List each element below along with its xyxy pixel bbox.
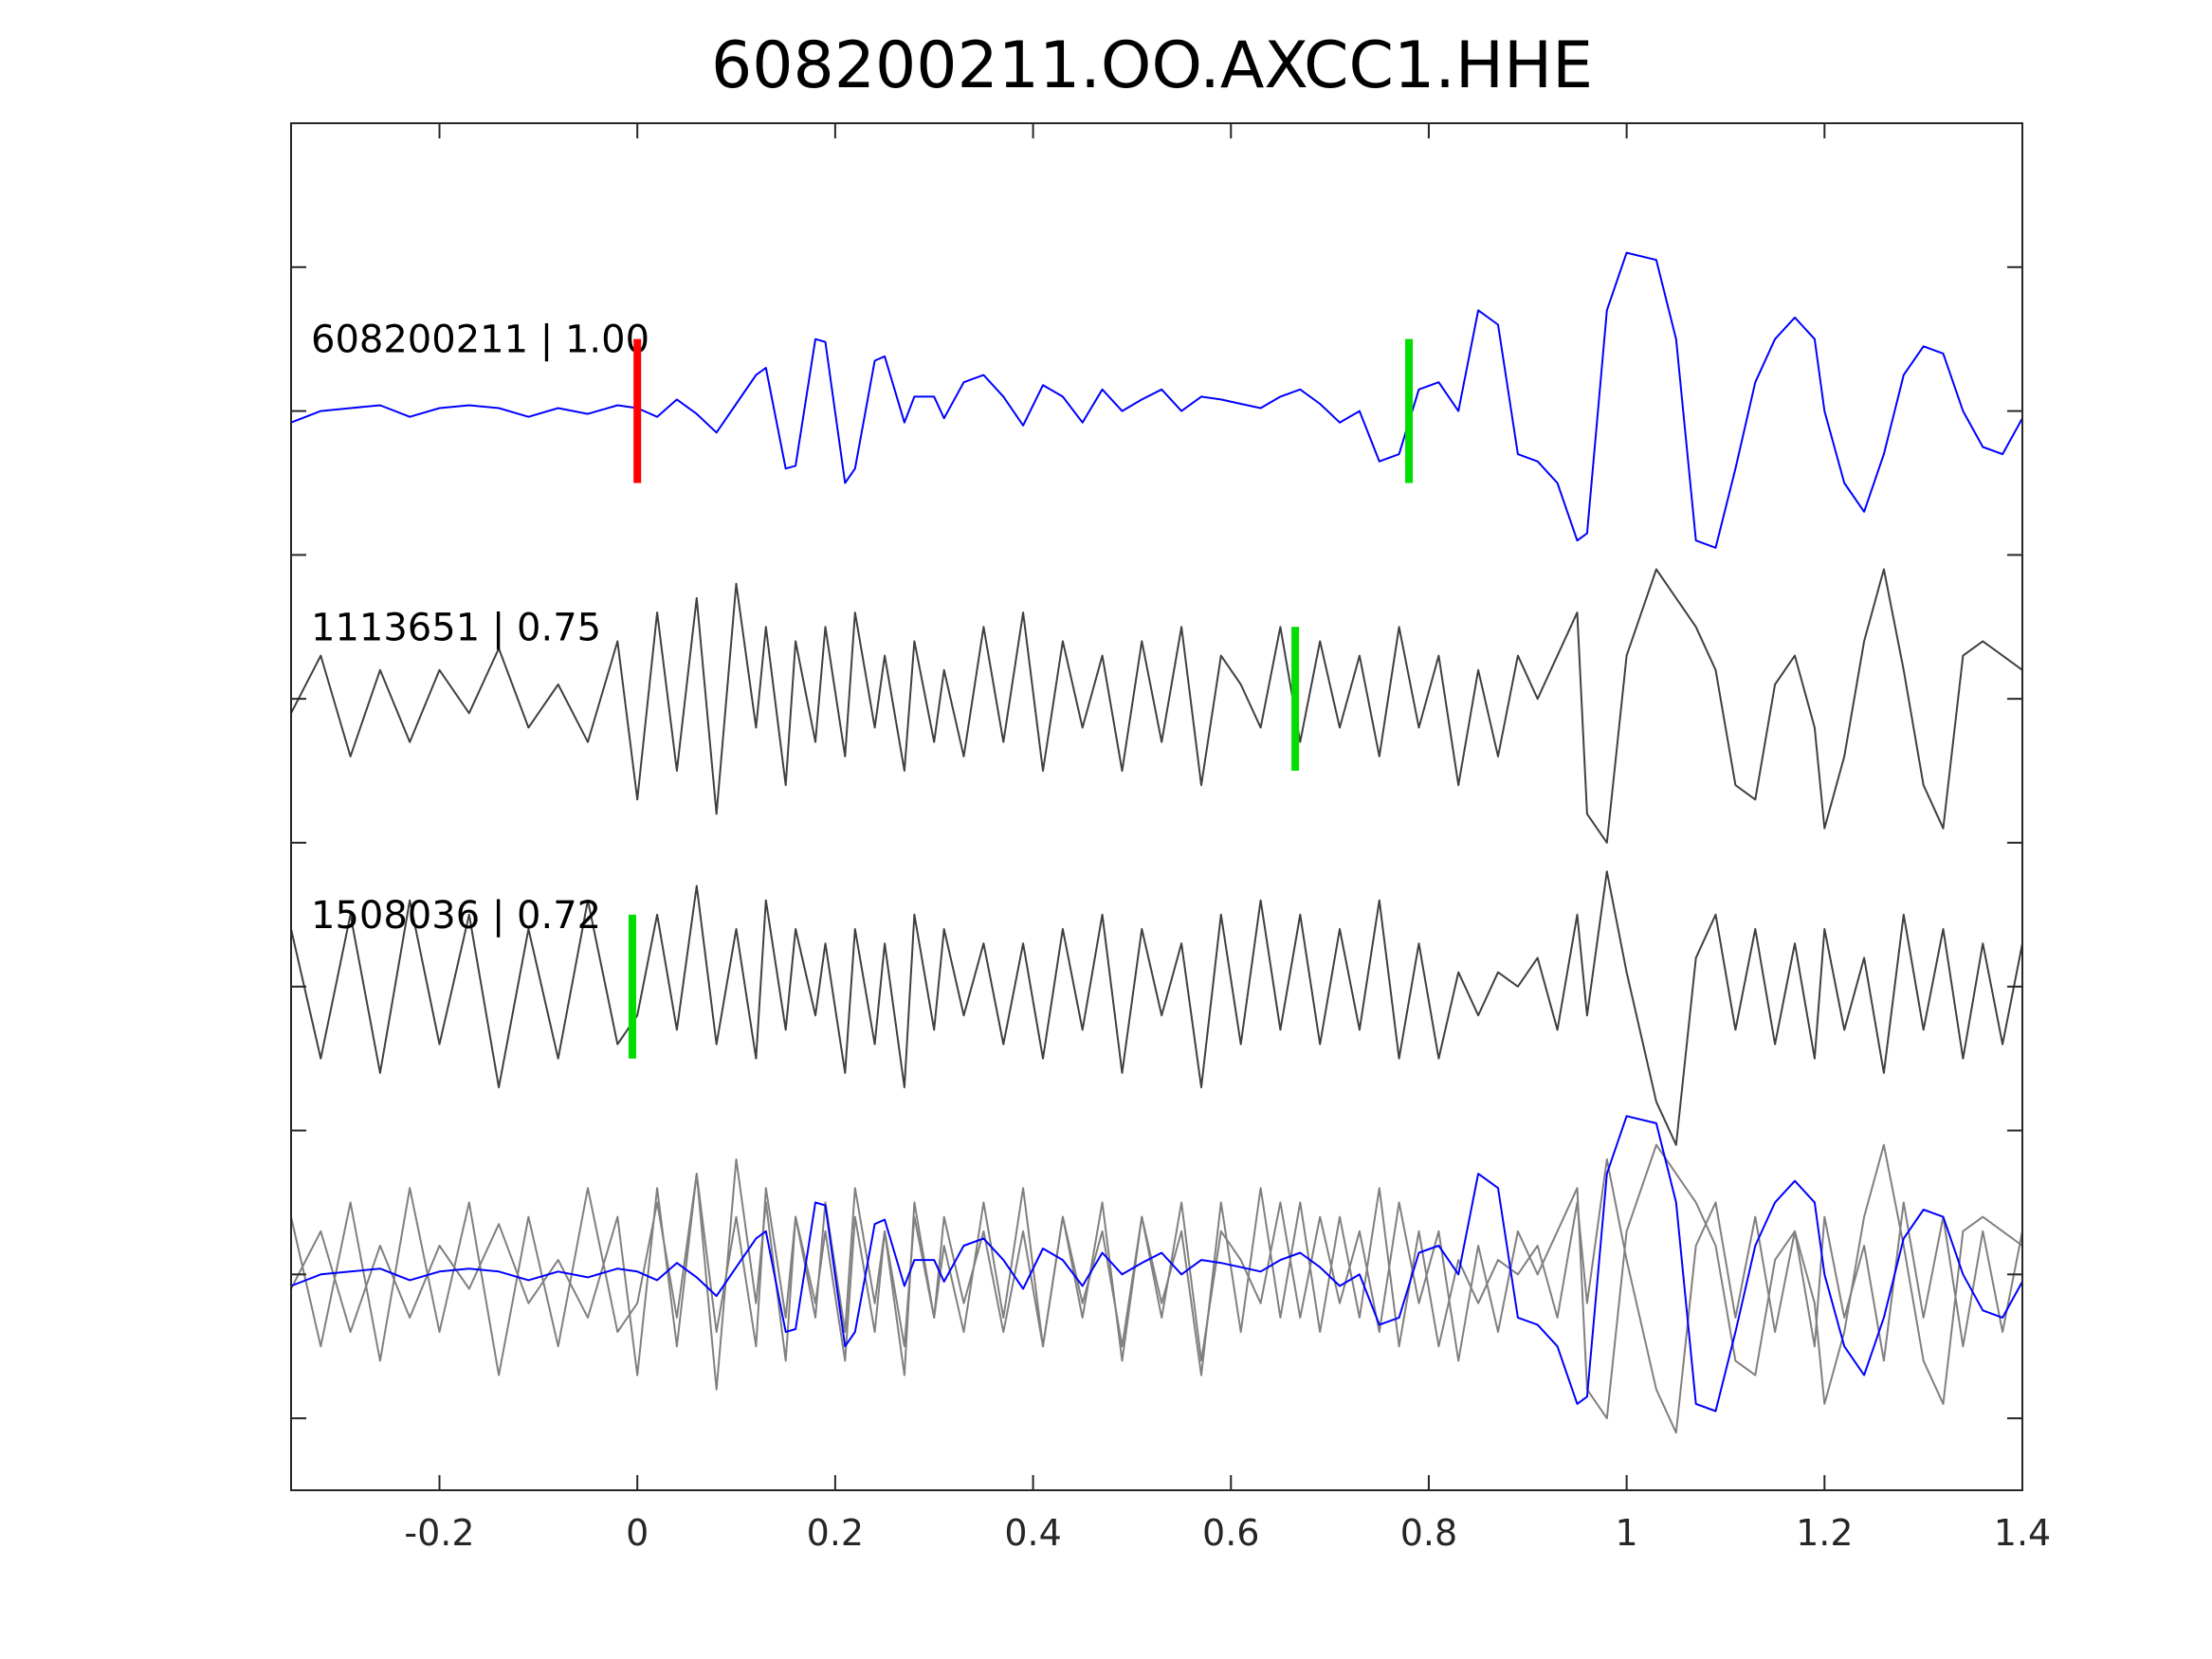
plot-area: 608200211 | 1.00 1113651 | 0.75 1508036 | … [290, 251, 2023, 1434]
axes-box [290, 122, 2023, 1491]
x-tick-label: 0.6 [1202, 1512, 1259, 1554]
axis-ticks: -0.2 0 0.2 0.4 0.6 0.8 1 1.2 1.4 [291, 123, 2051, 1554]
x-tick-label: 0 [626, 1512, 649, 1554]
overlay-template-trace [290, 1115, 2023, 1413]
trace-label-2: 1113651 | 0.75 [311, 606, 601, 649]
waveform-trace-2 [290, 568, 2023, 844]
chart-title: 608200211.OO.AXCC1.HHE [711, 28, 1593, 103]
overlay-trace-2 [290, 1158, 2023, 1434]
x-tick-label: 1.4 [1994, 1512, 2051, 1554]
overlay-trace-1 [290, 1143, 2023, 1420]
trace-label-3: 1508036 | 0.72 [311, 894, 601, 938]
x-tick-label: -0.2 [404, 1512, 474, 1554]
waveform-trace-3 [290, 870, 2023, 1146]
x-tick-label: 0.8 [1400, 1512, 1457, 1554]
waveform-trace-1 [290, 251, 2023, 549]
x-tick-label: 0.4 [1004, 1512, 1061, 1554]
x-tick-label: 1.2 [1796, 1512, 1853, 1554]
x-tick-label: 0.2 [807, 1512, 864, 1554]
x-tick-label: 1 [1616, 1512, 1638, 1554]
trace-label-1: 608200211 | 1.00 [311, 319, 649, 362]
